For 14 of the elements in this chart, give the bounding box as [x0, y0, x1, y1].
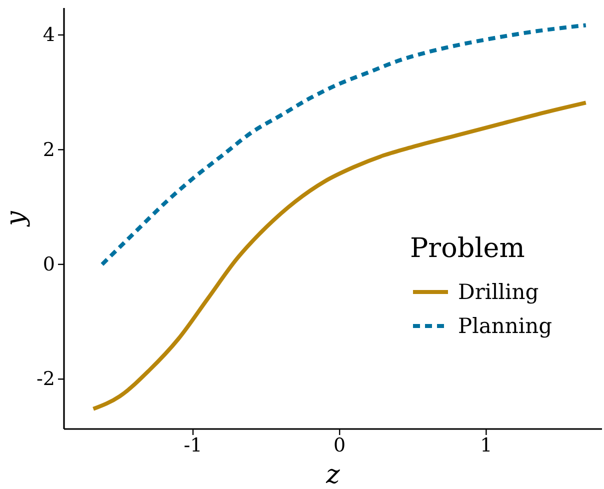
legend-title: Problem [410, 233, 525, 264]
y-tick-label: 0 [42, 253, 55, 276]
y-tick-label: 2 [42, 138, 55, 161]
x-axis-title: z [325, 460, 340, 489]
legend-label: Drilling [458, 280, 539, 304]
legend-label: Planning [458, 314, 552, 338]
y-axis-title: y [1, 210, 31, 227]
y-tick-label: -2 [36, 368, 55, 390]
line-series [100, 23, 588, 266]
x-tick-label: 1 [480, 434, 492, 456]
y-tick-label: 4 [42, 24, 55, 46]
x-tick-label: -1 [184, 434, 202, 456]
line-series [91, 100, 588, 411]
x-tick-label: 0 [334, 434, 346, 456]
